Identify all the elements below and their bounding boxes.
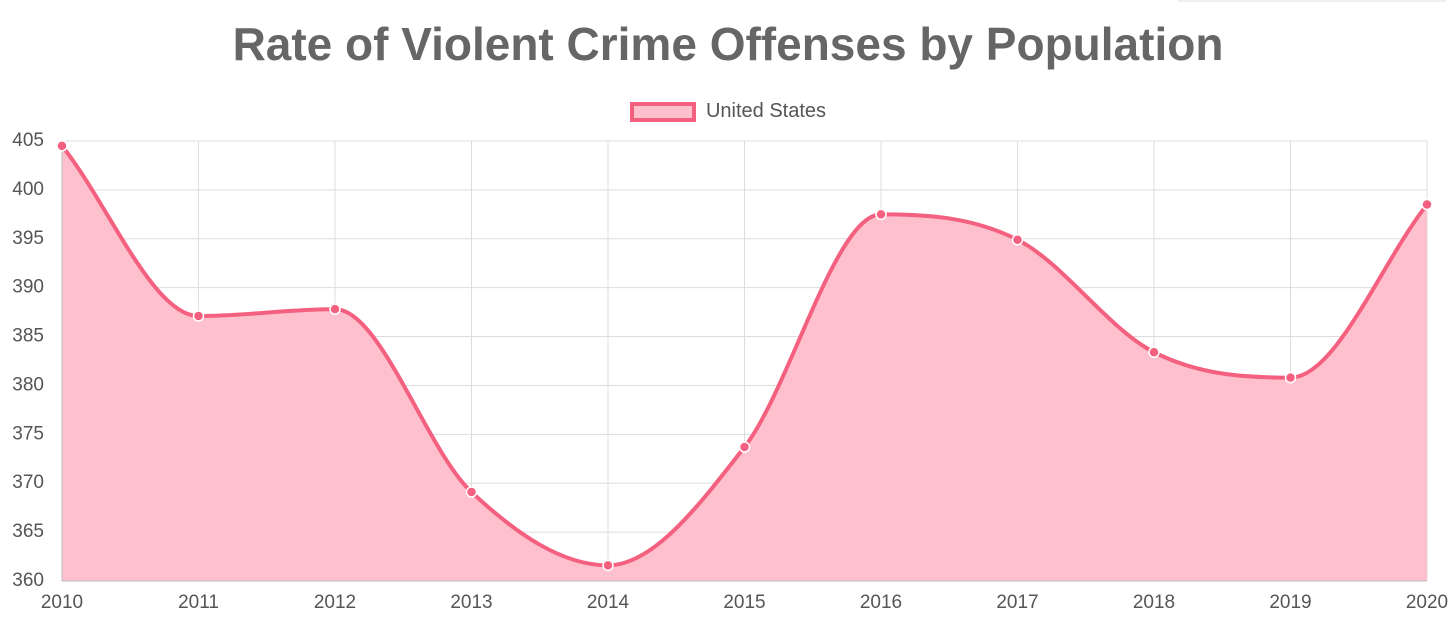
- x-tick-label: 2018: [1133, 592, 1175, 613]
- chart-title: Rate of Violent Crime Offenses by Popula…: [232, 18, 1224, 70]
- data-point-2019: [1284, 371, 1297, 384]
- y-tick-label: 380: [12, 374, 44, 395]
- data-point-2012: [329, 303, 341, 315]
- data-point-2018: [1148, 346, 1160, 358]
- y-tick-label: 405: [12, 130, 44, 151]
- y-tick-label: 370: [12, 472, 44, 493]
- data-point-2015: [738, 441, 751, 453]
- x-tick-label: 2020: [1406, 592, 1448, 613]
- legend-label-united-states: United States: [705, 100, 827, 122]
- y-tick-label: 400: [12, 179, 44, 200]
- x-tick-label: 2015: [723, 592, 765, 613]
- x-tick-label: 2012: [314, 592, 356, 613]
- series-area-fill: [62, 145, 1427, 581]
- x-tick-label: 2017: [996, 592, 1038, 613]
- x-tick-label: 2019: [1269, 592, 1311, 613]
- y-tick-label: 365: [12, 521, 44, 542]
- data-point-2013: [465, 486, 478, 498]
- legend[interactable]: United States: [0, 100, 1456, 123]
- axis-layer: 360 365 370 375 380 385 390 395 400 405 2010 2011 20…: [12, 130, 1448, 613]
- x-tick-label: 2011: [178, 592, 219, 613]
- x-tick-label: 2014: [587, 592, 630, 613]
- x-tick-label: 2013: [450, 592, 492, 613]
- x-tick-label: 2016: [860, 592, 902, 613]
- top-edge-strip: [1178, 0, 1446, 2]
- data-point-2010: [56, 140, 68, 152]
- y-tick-label: 360: [12, 570, 44, 591]
- y-tick-label: 395: [12, 228, 44, 249]
- data-point-2016: [875, 208, 887, 221]
- y-tick-label: 390: [12, 277, 44, 298]
- data-point-2020: [1421, 198, 1433, 211]
- x-tick-label: 2010: [41, 592, 83, 613]
- data-point-2017: [1011, 234, 1024, 246]
- data-point-2014: [602, 559, 614, 572]
- y-tick-label: 385: [12, 326, 44, 347]
- data-point-2011: [192, 310, 205, 322]
- series-points-layer: [56, 140, 1433, 572]
- legend-swatch-united-states: [629, 101, 696, 122]
- y-tick-label: 375: [12, 423, 44, 444]
